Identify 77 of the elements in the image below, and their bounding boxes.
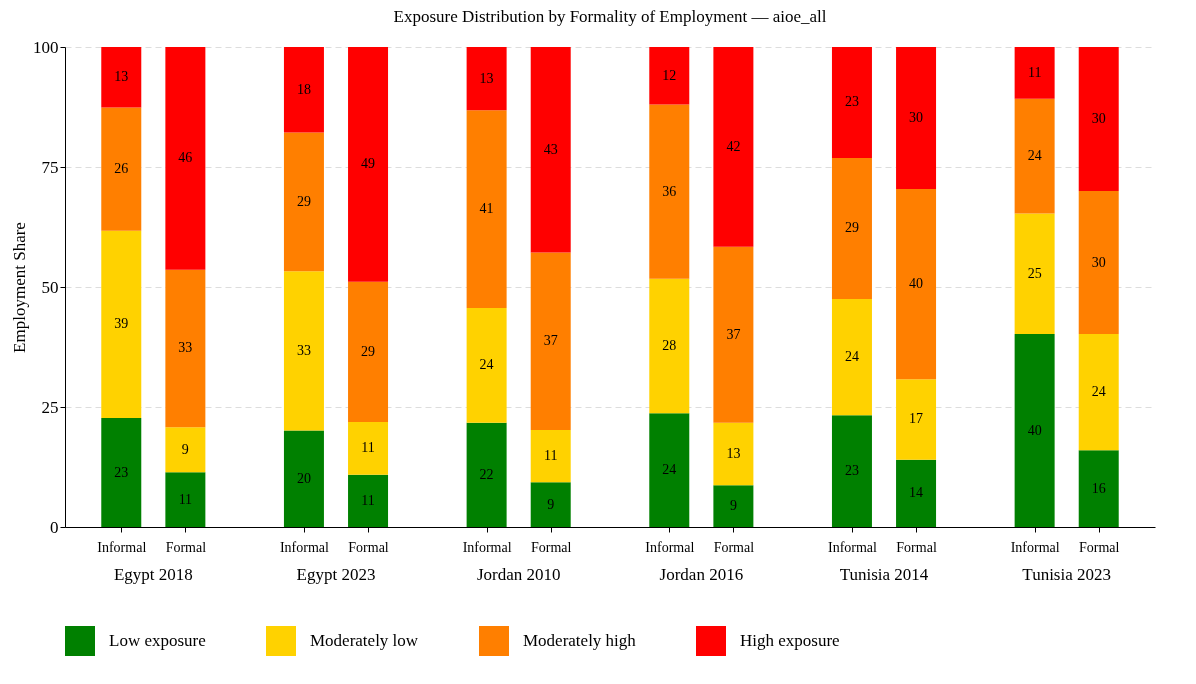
legend-label: Low exposure (109, 631, 206, 650)
data-label: 24 (1091, 384, 1106, 400)
data-label: 11 (361, 492, 375, 508)
x-tick-label: Formal (896, 539, 937, 555)
x-tick-label: Formal (1079, 539, 1120, 555)
data-label: 26 (114, 161, 129, 177)
data-label: 11 (178, 491, 193, 507)
data-label: 46 (178, 150, 193, 166)
text: Egypt 2018 (113, 565, 193, 584)
data-label: 29 (361, 343, 376, 359)
data-label: 13 (114, 69, 129, 85)
data-label: 36 (662, 183, 677, 199)
text: Jordan 2010 (476, 565, 561, 584)
data-label: 23 (844, 94, 859, 110)
x-tick-label: Formal (348, 539, 389, 555)
x-tick-label: Informal (827, 539, 878, 555)
data-label: 43 (543, 141, 558, 157)
data-label: 23 (844, 463, 859, 479)
data-label: 33 (178, 340, 193, 356)
data-label: 11 (1027, 64, 1042, 80)
data-label: 22 (479, 466, 494, 482)
data-label: 37 (543, 333, 558, 349)
data-label: 42 (726, 138, 741, 154)
chart-title: Exposure Distribution by Formality of Employment — aioe_all (393, 7, 827, 26)
data-label: 14 (909, 485, 924, 501)
y-axis-title: Employment Share (10, 222, 29, 353)
x-tick-label: Informal (645, 539, 695, 555)
data-label: 49 (361, 156, 376, 172)
data-label: 13 (479, 70, 494, 86)
data-label: 24 (662, 462, 677, 478)
x-tick-label: Formal (713, 539, 755, 555)
data-label: 33 (296, 342, 311, 358)
y-tick-label: 25 (41, 397, 59, 417)
data-label: 9 (181, 441, 189, 457)
data-label: 28 (662, 338, 677, 354)
data-label: 24 (1027, 148, 1042, 164)
data-label: 23 (114, 464, 129, 480)
legend-label: High exposure (740, 631, 840, 650)
data-label: 18 (296, 81, 311, 97)
data-label: 9 (547, 496, 555, 512)
data-label: 17 (909, 411, 924, 427)
x-tick-label: Formal (165, 539, 207, 555)
legend-label: Moderately high (523, 631, 637, 650)
text: Jordan 2016 (659, 565, 744, 584)
data-label: 37 (726, 326, 741, 342)
data-label: 9 (729, 498, 737, 514)
data-label: 13 (726, 446, 741, 462)
text: Tunisia 2023 (1022, 565, 1111, 584)
data-label: 41 (479, 201, 494, 217)
data-label: 25 (1027, 265, 1042, 281)
data-label: 11 (543, 448, 558, 464)
y-tick-label: 0 (50, 517, 59, 537)
data-label: 24 (844, 349, 859, 365)
data-label: 40 (1027, 422, 1042, 438)
x-tick-label: Informal (97, 539, 147, 555)
x-tick-label: Formal (530, 539, 572, 555)
data-label: 30 (909, 110, 924, 126)
text: Egypt 2023 (296, 565, 376, 584)
data-label: 29 (296, 193, 311, 209)
data-label: 11 (361, 440, 375, 456)
data-label: 16 (1091, 480, 1106, 496)
data-label: 20 (296, 470, 311, 486)
y-tick-label: 100 (33, 37, 59, 57)
data-label: 30 (1091, 111, 1106, 126)
data-label: 40 (909, 276, 924, 292)
y-tick-label: 50 (41, 277, 59, 297)
legend-label: Moderately low (310, 631, 419, 650)
data-label: 39 (114, 316, 129, 332)
x-tick-label: Informal (279, 539, 330, 555)
y-tick-label: 75 (41, 157, 59, 177)
x-tick-label: Informal (1010, 539, 1060, 555)
data-label: 24 (479, 357, 494, 373)
text: Tunisia 2014 (839, 565, 929, 584)
data-label: 12 (662, 67, 677, 83)
data-label: 30 (1091, 254, 1106, 270)
data-label: 29 (844, 220, 859, 236)
x-tick-label: Informal (462, 539, 512, 555)
